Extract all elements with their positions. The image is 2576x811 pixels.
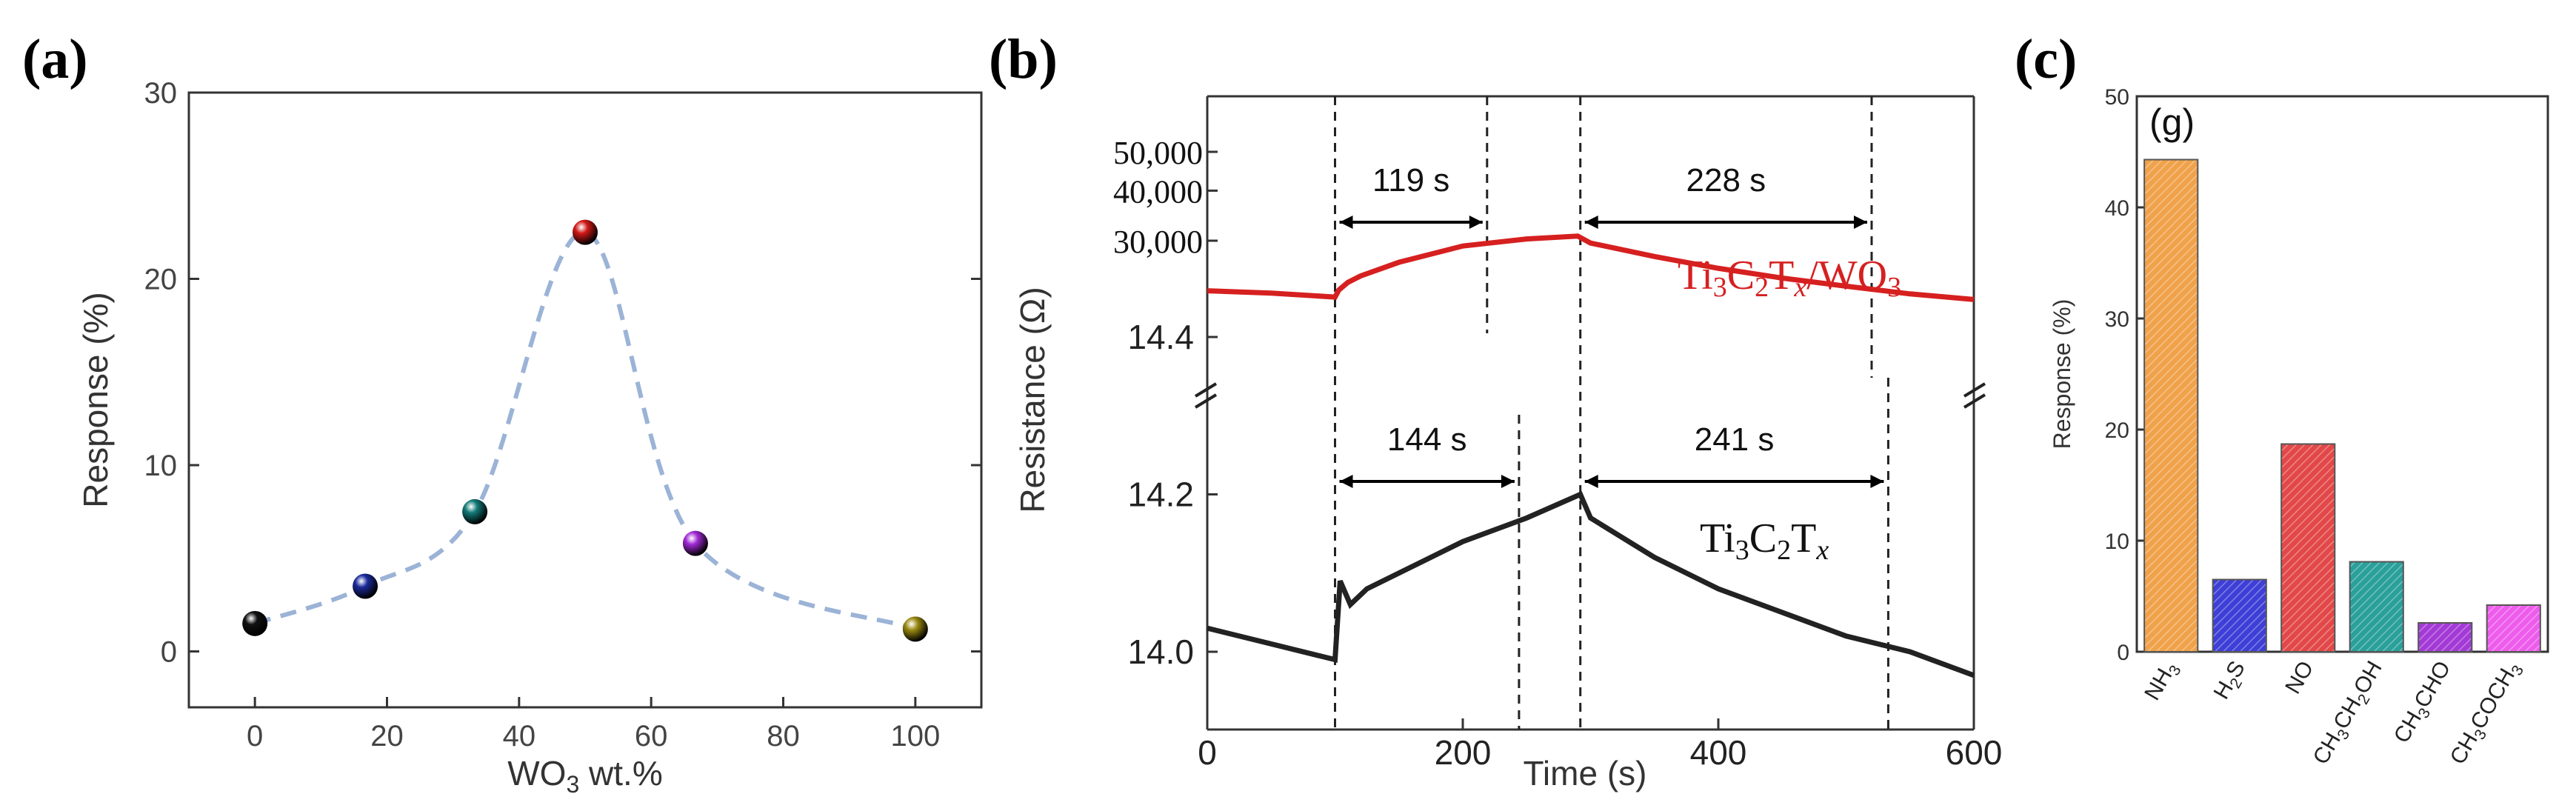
- panel-b-xtick-label: 0: [1198, 733, 1217, 772]
- panel-a-fit-curve: [254, 230, 916, 632]
- panel-b-xtick-label: 600: [1946, 733, 2003, 772]
- panel-b-duration-label: 144 s: [1387, 421, 1467, 458]
- panel-c-ytick-label: 0: [2117, 641, 2129, 665]
- panel-b-duration-label: 119 s: [1372, 162, 1449, 198]
- label-ti3c2tx: Ti3C2Tx: [1700, 515, 1829, 566]
- panel-a: 0 20 40 60 80 100 0 10 20 30 WO3 wt.% Response (%…: [76, 77, 983, 798]
- panel-a-ytick-label: 10: [144, 450, 178, 482]
- panel-a-frame: [187, 91, 983, 709]
- panel-a-ytick-label: 20: [144, 264, 178, 296]
- panel-c-category-label: CH3CHO: [2389, 657, 2459, 749]
- panel-c-bar: [2143, 158, 2199, 653]
- panel-b-label: (b): [989, 28, 1058, 90]
- series-ti3c2tx: [1207, 490, 1975, 678]
- panel-b-xtick-label: 400: [1690, 733, 1747, 772]
- panel-c-ytick-label: 50: [2105, 85, 2129, 110]
- panel-c-bar: [2280, 443, 2336, 653]
- panel-b-arrowhead-left: [1584, 475, 1598, 488]
- panel-b-arrowhead-right: [1469, 216, 1483, 229]
- panel-c-ylabel: Response (%): [2049, 299, 2075, 450]
- panel-a-xlabel: WO3 wt.%: [507, 754, 662, 798]
- panel-c-category-label: NH3: [2140, 657, 2184, 707]
- panel-a-xtick-label: 0: [247, 720, 263, 752]
- panel-a-data-point: [353, 573, 378, 599]
- panel-b-axis-break: [1194, 382, 1986, 409]
- panel-b-arrowhead-right: [1501, 475, 1515, 488]
- panel-b-top-ytick-label: 30,000: [1113, 224, 1203, 260]
- panel-b-arrowhead-left: [1339, 475, 1353, 488]
- panel-a-data-point: [242, 610, 268, 636]
- panel-a-data-point: [462, 498, 488, 524]
- panel-c-ytick-label: 30: [2105, 307, 2129, 332]
- panel-c-category-label: H2S: [2209, 657, 2254, 705]
- panel-c: (g) 0 10 20 30 40 50 NH3 H2S NOCH3CH2OHCH3CHOCH…: [2049, 85, 2549, 770]
- panel-c-category-label: CH3COCH3: [2446, 657, 2527, 770]
- panel-c-ytick-label: 20: [2105, 418, 2129, 443]
- panel-b-bottom-ytick-label: 14.2: [1127, 475, 1194, 514]
- panel-a-xtick-label: 60: [635, 720, 668, 752]
- panel-a-data-point: [902, 616, 928, 642]
- panel-c-inner-label: (g): [2149, 101, 2195, 143]
- panel-c-category-label: CH3CH2OH: [2309, 657, 2390, 770]
- panel-b-top-ytick-label: 40,000: [1113, 173, 1203, 210]
- panel-c-bar: [2417, 622, 2473, 653]
- panel-a-ytick-label: 0: [161, 636, 177, 669]
- panel-a-ylabel: Response (%): [76, 292, 115, 507]
- panel-a-data-point: [573, 219, 598, 245]
- label-ti3c2tx-wo3: Ti3C2Tx/WO3: [1678, 253, 1901, 303]
- panel-a-xtick-label: 80: [767, 720, 800, 752]
- series-ti3c2tx-wo3: [1207, 233, 1975, 302]
- panel-b-duration-label: 241 s: [1695, 421, 1775, 458]
- panel-c-label: (c): [2015, 28, 2077, 90]
- panel-b-xtick-label: 200: [1435, 733, 1492, 772]
- panel-a-xtick-label: 20: [370, 720, 404, 752]
- panel-a-data-point: [682, 530, 708, 556]
- panel-a-xtick-label: 40: [503, 720, 536, 752]
- panel-b-bottom-ytick-label: 14.0: [1127, 633, 1194, 671]
- panel-b-top-ytick-label: 50,000: [1113, 135, 1203, 171]
- panel-b-arrowhead-left: [1584, 216, 1598, 229]
- panel-b-ylabel: Resistance (Ω): [1013, 287, 1052, 513]
- panel-b-arrowhead-right: [1870, 475, 1884, 488]
- panel-c-ytick-label: 10: [2105, 530, 2129, 554]
- panel-b-arrowhead-left: [1339, 216, 1353, 229]
- panel-c-category-label: NO: [2280, 657, 2318, 698]
- panel-c-bar: [2212, 578, 2267, 653]
- panel-a-ytick-label: 30: [144, 77, 178, 110]
- panel-c-frame: [2135, 95, 2549, 653]
- panel-b-xlabel: Time (s): [1524, 754, 1647, 792]
- panel-b-duration-label: 228 s: [1686, 162, 1766, 198]
- panel-b-arrowhead-right: [1854, 216, 1867, 229]
- panel-a-label: (a): [22, 28, 88, 90]
- panel-c-ytick-label: 40: [2105, 196, 2129, 221]
- panel-a-xtick-label: 100: [890, 720, 940, 752]
- panel-c-bar: [2486, 604, 2541, 653]
- panel-b-bottom-ytick-label: 14.4: [1127, 318, 1194, 356]
- panel-c-bar: [2349, 561, 2404, 653]
